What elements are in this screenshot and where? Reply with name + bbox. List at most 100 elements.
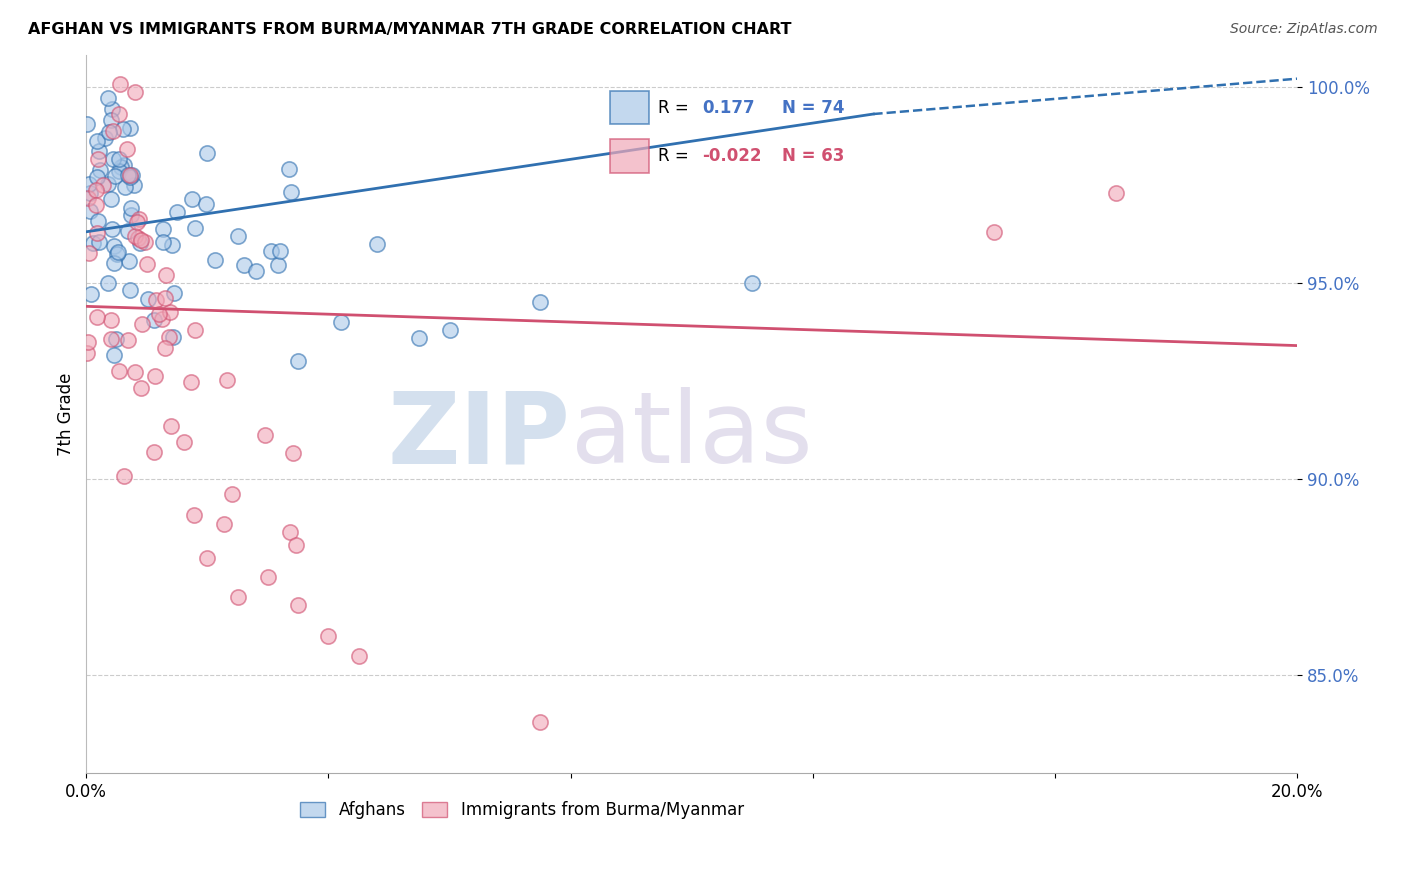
Point: [529, 715, 551, 730]
Point: [103, 348, 125, 362]
Point: [114, 179, 136, 194]
Point: [142, 313, 165, 327]
Point: [120, 202, 142, 216]
Point: [408, 331, 430, 345]
Point: [100, 332, 122, 346]
Text: atlas: atlas: [571, 387, 813, 484]
Point: [221, 487, 243, 501]
Point: [269, 244, 291, 259]
Point: [117, 169, 139, 183]
Point: [76, 346, 98, 360]
Point: [741, 276, 763, 290]
Point: [112, 157, 135, 171]
Point: [100, 112, 122, 127]
Point: [204, 252, 226, 267]
Point: [93, 130, 115, 145]
Point: [89, 145, 111, 159]
Text: -0.022: -0.022: [702, 147, 762, 165]
Point: [82, 236, 104, 251]
Point: [267, 258, 290, 272]
Point: [121, 168, 143, 182]
Point: [87, 235, 110, 250]
Point: [285, 538, 308, 552]
Point: [184, 220, 207, 235]
Point: [159, 305, 181, 319]
Point: [76, 117, 98, 131]
Point: [194, 196, 217, 211]
Bar: [610, 91, 650, 124]
Point: [260, 244, 283, 259]
Point: [120, 283, 142, 297]
Point: [86, 227, 108, 241]
Point: [142, 445, 165, 459]
Point: [79, 177, 101, 191]
Point: [318, 629, 340, 643]
Point: [254, 427, 277, 442]
Point: [103, 238, 125, 252]
Point: [97, 91, 120, 105]
Point: [77, 335, 100, 350]
Point: [79, 186, 101, 200]
Point: [983, 225, 1005, 239]
Point: [226, 590, 249, 604]
Point: [183, 508, 205, 523]
Point: [84, 197, 107, 211]
Text: R =: R =: [658, 99, 689, 117]
Point: [79, 203, 101, 218]
Point: [87, 214, 110, 228]
Point: [145, 368, 167, 383]
Point: [107, 106, 129, 120]
Point: [118, 253, 141, 268]
Point: [104, 332, 127, 346]
Point: [184, 323, 207, 337]
Point: [127, 215, 149, 229]
Point: [101, 102, 124, 116]
Point: [173, 435, 195, 450]
Point: [180, 375, 202, 389]
Point: [124, 85, 146, 99]
Point: [366, 236, 388, 251]
Point: [280, 186, 302, 200]
Point: [347, 648, 370, 663]
Point: [115, 142, 138, 156]
Point: [87, 152, 110, 166]
Point: [232, 258, 254, 272]
Point: [152, 235, 174, 249]
Point: [100, 221, 122, 235]
Legend: Afghans, Immigrants from Burma/Myanmar: Afghans, Immigrants from Burma/Myanmar: [294, 795, 751, 826]
Point: [91, 178, 114, 193]
Point: [129, 235, 152, 250]
Point: [100, 192, 122, 206]
Point: [108, 163, 131, 178]
Point: [148, 307, 170, 321]
Point: [162, 329, 184, 343]
Point: [155, 268, 177, 282]
Point: [80, 287, 103, 301]
Point: [117, 333, 139, 347]
Point: [152, 222, 174, 236]
Point: [226, 228, 249, 243]
Point: [107, 245, 129, 260]
Point: [277, 161, 299, 176]
Point: [86, 310, 108, 324]
Point: [86, 135, 108, 149]
Point: [118, 168, 141, 182]
Point: [100, 312, 122, 326]
Point: [157, 330, 180, 344]
Point: [110, 160, 132, 174]
Point: [160, 238, 183, 252]
Point: [86, 170, 108, 185]
Point: [217, 373, 239, 387]
Point: [107, 152, 129, 166]
Point: [129, 381, 152, 395]
Text: AFGHAN VS IMMIGRANTS FROM BURMA/MYANMAR 7TH GRADE CORRELATION CHART: AFGHAN VS IMMIGRANTS FROM BURMA/MYANMAR …: [28, 22, 792, 37]
Point: [150, 311, 173, 326]
Point: [97, 124, 120, 138]
Point: [134, 235, 156, 250]
Point: [101, 124, 124, 138]
Point: [96, 177, 118, 191]
Point: [112, 468, 135, 483]
Point: [153, 341, 176, 355]
Bar: [610, 139, 650, 173]
Point: [128, 212, 150, 227]
